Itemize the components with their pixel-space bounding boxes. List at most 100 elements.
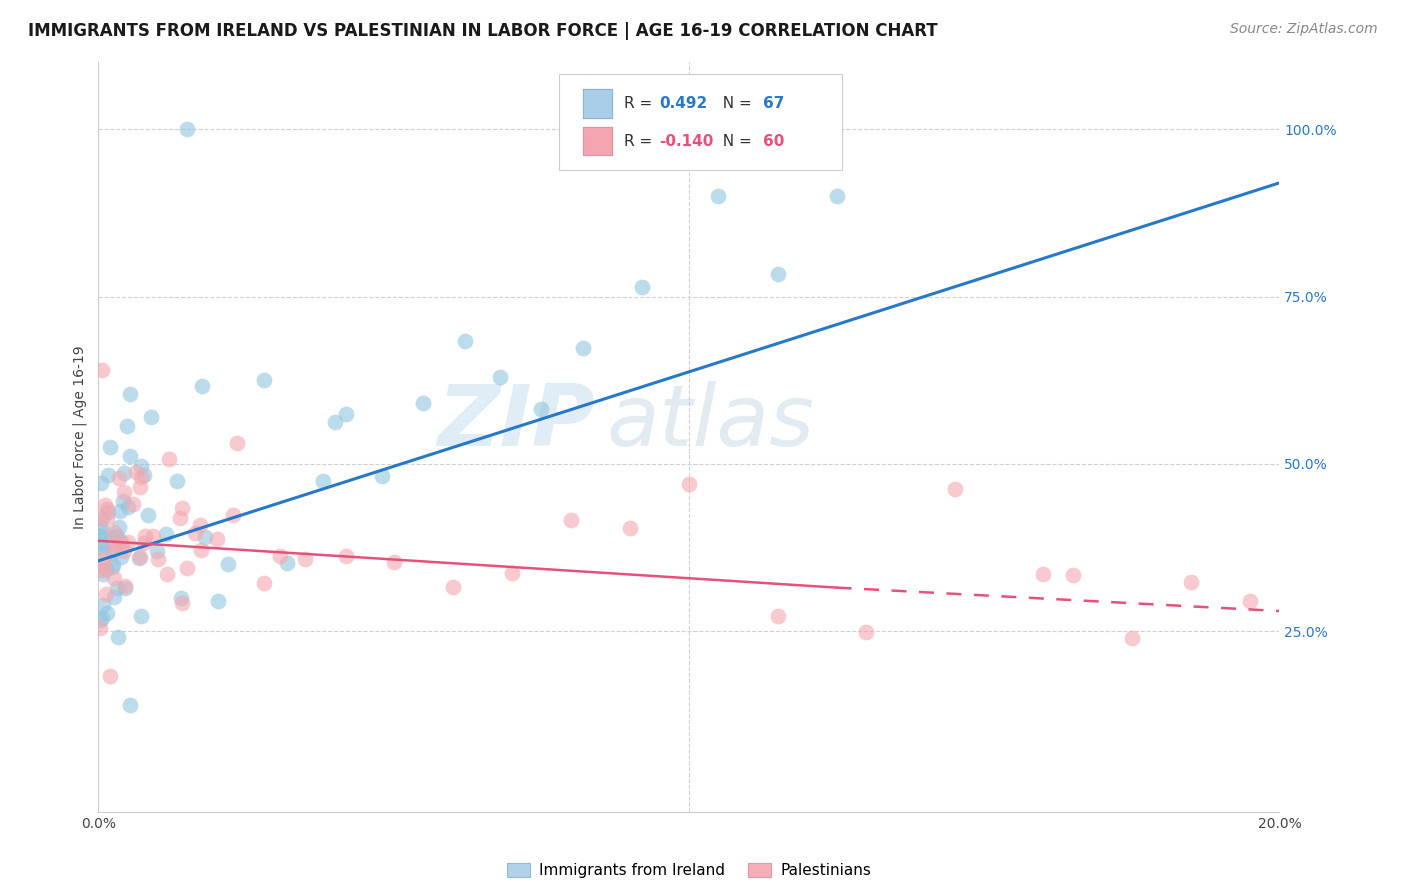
Point — [825, 189, 848, 203]
Point — [93, 525, 115, 540]
Point — [226, 436, 249, 450]
Text: Source: ZipAtlas.com: Source: ZipAtlas.com — [1230, 22, 1378, 37]
Point — [103, 571, 125, 585]
Point — [630, 280, 652, 294]
Point — [94, 587, 117, 601]
Point — [335, 407, 357, 421]
Point — [96, 607, 118, 621]
Point — [108, 504, 131, 518]
Point — [1180, 575, 1202, 590]
Point — [117, 500, 139, 515]
Point — [90, 512, 112, 526]
Point — [96, 511, 118, 525]
Point — [148, 551, 170, 566]
Point — [453, 334, 475, 348]
Point — [120, 387, 142, 401]
Point — [146, 543, 169, 558]
Point — [105, 529, 128, 543]
Point — [108, 534, 131, 549]
Point — [222, 508, 245, 523]
Text: R =: R = — [624, 96, 662, 112]
Point — [335, 549, 357, 563]
Point — [190, 543, 212, 558]
Text: N =: N = — [713, 96, 756, 112]
Point — [120, 698, 142, 712]
FancyBboxPatch shape — [582, 89, 612, 118]
Point — [619, 521, 641, 535]
Point — [129, 480, 152, 494]
Point — [100, 560, 122, 574]
Point — [100, 531, 122, 545]
Text: 67: 67 — [763, 96, 785, 112]
Point — [115, 419, 138, 434]
Point — [91, 598, 114, 612]
Point — [205, 533, 228, 547]
Point — [707, 189, 730, 203]
Point — [489, 370, 512, 384]
Text: ZIP: ZIP — [437, 381, 595, 464]
Point — [1062, 568, 1084, 582]
Point — [89, 621, 111, 635]
Point — [188, 517, 211, 532]
Point — [89, 613, 111, 627]
Point — [129, 469, 152, 483]
FancyBboxPatch shape — [560, 74, 842, 170]
Point — [112, 544, 135, 558]
Point — [103, 524, 125, 539]
Point — [412, 396, 434, 410]
Point — [183, 525, 205, 540]
Point — [194, 530, 217, 544]
Point — [91, 566, 114, 581]
Point — [108, 519, 131, 533]
Point — [172, 596, 194, 610]
Point — [132, 467, 155, 482]
Point — [93, 551, 115, 566]
Point — [156, 566, 179, 581]
Point — [107, 471, 129, 485]
Point — [1032, 567, 1054, 582]
Point — [93, 544, 115, 558]
Point — [90, 564, 112, 578]
Point — [90, 539, 112, 553]
Text: IMMIGRANTS FROM IRELAND VS PALESTINIAN IN LABOR FORCE | AGE 16-19 CORRELATION CH: IMMIGRANTS FROM IRELAND VS PALESTINIAN I… — [28, 22, 938, 40]
Point — [276, 557, 298, 571]
Point — [117, 535, 139, 549]
Point — [678, 476, 700, 491]
Point — [129, 549, 152, 564]
Point — [129, 458, 152, 473]
Point — [855, 624, 877, 639]
Point — [93, 560, 115, 574]
Point — [766, 267, 789, 281]
Point — [157, 452, 180, 467]
Point — [371, 469, 394, 483]
Point — [114, 581, 136, 595]
Point — [104, 537, 127, 551]
Point — [112, 466, 135, 480]
Point — [103, 590, 125, 604]
Y-axis label: In Labor Force | Age 16-19: In Labor Force | Age 16-19 — [73, 345, 87, 529]
Point — [943, 482, 966, 496]
Point — [170, 591, 193, 605]
Point — [89, 536, 111, 550]
Point — [155, 527, 177, 541]
Point — [530, 402, 553, 417]
Point — [253, 373, 276, 387]
Point — [111, 493, 134, 508]
Point — [382, 555, 405, 569]
Point — [312, 474, 335, 488]
Point — [1239, 594, 1261, 608]
Point — [142, 529, 165, 543]
Point — [97, 505, 120, 519]
Legend: Immigrants from Ireland, Palestinians: Immigrants from Ireland, Palestinians — [501, 857, 877, 884]
Point — [90, 476, 112, 491]
Point — [134, 529, 156, 543]
Point — [176, 122, 198, 136]
Point — [441, 580, 464, 594]
Point — [129, 609, 152, 624]
Point — [110, 550, 132, 565]
Point — [89, 519, 111, 533]
Point — [121, 497, 143, 511]
Point — [139, 409, 162, 424]
Point — [169, 511, 191, 525]
Point — [105, 581, 128, 595]
